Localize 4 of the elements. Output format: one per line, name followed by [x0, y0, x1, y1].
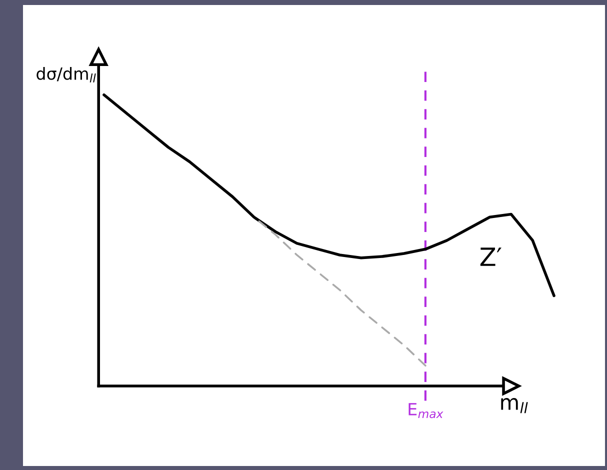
annotation: Z′: [480, 248, 502, 266]
text: E$_{max}$: [408, 403, 444, 418]
x-axis-title: m$_{ll}$: [501, 398, 528, 414]
y-axis-title: dσ/dm$_{ll}$: [36, 67, 96, 82]
